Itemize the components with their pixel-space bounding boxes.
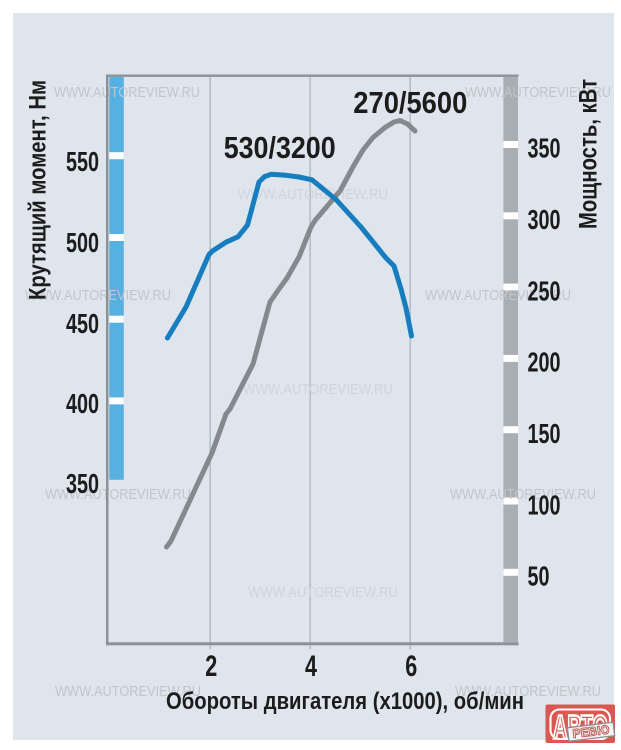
- svg-text:2: 2: [205, 650, 217, 683]
- svg-text:6: 6: [405, 650, 417, 683]
- svg-text:500: 500: [66, 227, 99, 258]
- svg-text:Крутящий момент, Нм: Крутящий момент, Нм: [25, 80, 52, 300]
- svg-text:300: 300: [528, 204, 561, 235]
- svg-text:WWW.AUTOREVIEW.RU: WWW.AUTOREVIEW.RU: [238, 186, 388, 203]
- svg-text:WWW.AUTOREVIEW.RU: WWW.AUTOREVIEW.RU: [54, 84, 200, 101]
- svg-text:WWW.AUTOREVIEW.RU: WWW.AUTOREVIEW.RU: [243, 381, 393, 398]
- svg-text:WWW.AUTOREVIEW.RU: WWW.AUTOREVIEW.RU: [465, 84, 611, 101]
- svg-text:WWW.AUTOREVIEW.RU: WWW.AUTOREVIEW.RU: [425, 287, 571, 304]
- svg-text:100: 100: [528, 490, 561, 521]
- svg-text:WWW.AUTOREVIEW.RU: WWW.AUTOREVIEW.RU: [248, 584, 398, 601]
- svg-text:550: 550: [66, 146, 99, 177]
- svg-text:150: 150: [528, 418, 561, 449]
- svg-text:WWW.AUTOREVIEW.RU: WWW.AUTOREVIEW.RU: [455, 683, 601, 700]
- svg-text:250: 250: [528, 276, 561, 307]
- svg-text:WWW.AUTOREVIEW.RU: WWW.AUTOREVIEW.RU: [25, 287, 171, 304]
- svg-text:270/5600: 270/5600: [353, 85, 467, 120]
- svg-text:WWW.AUTOREVIEW.RU: WWW.AUTOREVIEW.RU: [55, 683, 201, 700]
- svg-text:530/3200: 530/3200: [224, 130, 336, 165]
- svg-text:WWW.AUTOREVIEW.RU: WWW.AUTOREVIEW.RU: [45, 486, 191, 503]
- svg-text:Обороты двигателя (x1000), об/: Обороты двигателя (x1000), об/мин: [166, 688, 524, 715]
- svg-text:400: 400: [66, 388, 99, 419]
- svg-text:РЕВЮ: РЕВЮ: [572, 723, 611, 741]
- svg-text:50: 50: [528, 561, 550, 592]
- svg-text:Мощность, кВт: Мощность, кВт: [575, 79, 603, 229]
- svg-text:350: 350: [528, 133, 561, 164]
- svg-text:WWW.AUTOREVIEW.RU: WWW.AUTOREVIEW.RU: [450, 486, 596, 503]
- svg-text:350: 350: [66, 468, 99, 499]
- svg-text:200: 200: [528, 347, 561, 378]
- svg-text:4: 4: [305, 650, 317, 683]
- svg-text:450: 450: [66, 308, 99, 339]
